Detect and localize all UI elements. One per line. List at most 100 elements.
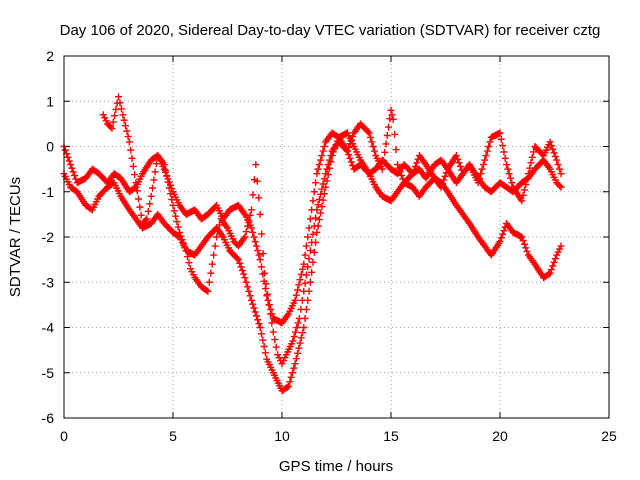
chart-title: Day 106 of 2020, Sidereal Day-to-day VTE…	[60, 22, 601, 39]
data-point	[259, 270, 267, 278]
data-point	[326, 156, 334, 164]
data-point	[174, 223, 182, 231]
data-point	[152, 160, 160, 168]
y-tick-label: 2	[46, 48, 54, 64]
data-point	[528, 153, 536, 161]
y-tick-label: -5	[42, 365, 55, 381]
data-point	[523, 247, 531, 255]
data-point	[508, 179, 516, 187]
data-point	[318, 203, 326, 211]
data-point	[485, 143, 493, 150]
data-point	[296, 339, 304, 347]
data-point	[271, 336, 279, 344]
data-point	[163, 172, 171, 180]
data-point	[388, 111, 396, 119]
data-point	[310, 222, 318, 230]
y-tick-label: -4	[42, 320, 55, 336]
data-point	[549, 262, 557, 270]
data-point	[127, 146, 135, 154]
data-point	[312, 179, 320, 187]
data-point	[177, 232, 185, 240]
series-track-2	[60, 129, 565, 395]
data-point	[479, 161, 487, 169]
data-point	[299, 265, 307, 273]
data-point	[556, 182, 564, 190]
data-point	[292, 291, 300, 299]
data-point	[557, 183, 565, 191]
data-point	[318, 185, 326, 193]
x-axis-label: GPS time / hours	[279, 458, 393, 475]
data-point	[246, 292, 254, 300]
data-point	[144, 207, 152, 215]
data-point	[301, 279, 309, 287]
data-point	[546, 269, 554, 277]
data-point	[258, 330, 266, 338]
data-point	[64, 153, 72, 161]
data-point	[135, 195, 143, 203]
data-point	[291, 360, 299, 368]
x-tick-label: 10	[274, 428, 290, 444]
data-point	[160, 161, 168, 169]
data-point	[317, 209, 325, 217]
data-point	[111, 112, 119, 120]
data-point	[124, 133, 132, 141]
data-point	[501, 154, 509, 162]
data-point	[323, 165, 331, 173]
data-point	[477, 170, 485, 178]
data-point	[211, 242, 219, 250]
data-point	[343, 147, 351, 155]
data-point	[306, 247, 314, 255]
data-point	[261, 269, 269, 277]
data-point	[314, 201, 322, 209]
y-tick-label: -1	[42, 184, 55, 200]
data-point	[499, 230, 507, 238]
data-point	[294, 319, 302, 327]
data-point	[259, 336, 267, 344]
data-point	[266, 310, 274, 318]
data-point	[520, 240, 528, 248]
data-point	[109, 118, 117, 126]
data-point	[208, 260, 216, 268]
data-point	[413, 159, 421, 167]
data-point	[474, 179, 482, 187]
data-point	[297, 334, 305, 342]
data-point	[438, 180, 446, 188]
data-point	[527, 159, 535, 167]
data-point	[309, 230, 317, 238]
data-point	[242, 278, 250, 286]
data-point	[306, 215, 314, 223]
tick-labels: 0 5 10 15 20 25 -6 -5 -4 -3 -2 -1 0 1 2	[42, 48, 617, 444]
data-point	[547, 266, 555, 274]
data-point	[347, 158, 355, 166]
y-tick-label: -6	[42, 410, 55, 426]
data-point	[255, 320, 263, 328]
data-point	[382, 140, 390, 148]
data-point	[322, 170, 330, 178]
data-point	[486, 138, 494, 146]
data-point	[269, 328, 277, 336]
data-point	[409, 170, 417, 178]
data-point	[483, 147, 491, 155]
data-point	[456, 162, 464, 170]
data-point	[411, 162, 419, 170]
data-point	[244, 283, 252, 291]
data-point	[385, 123, 393, 131]
data-point	[500, 227, 508, 235]
data-point	[391, 130, 399, 138]
data-point	[315, 216, 323, 224]
data-point	[129, 162, 137, 170]
data-point	[313, 170, 321, 178]
data-point	[294, 286, 302, 294]
data-point	[452, 152, 460, 160]
data-point	[263, 292, 271, 300]
data-point	[241, 233, 249, 241]
data-point	[522, 244, 530, 252]
y-tick-label: 0	[46, 139, 54, 155]
data-point	[292, 328, 300, 336]
data-point	[116, 99, 124, 107]
data-point	[368, 138, 376, 146]
grid-lines	[64, 56, 609, 418]
data-point	[292, 355, 300, 363]
data-point	[255, 194, 263, 202]
data-point	[290, 333, 298, 341]
